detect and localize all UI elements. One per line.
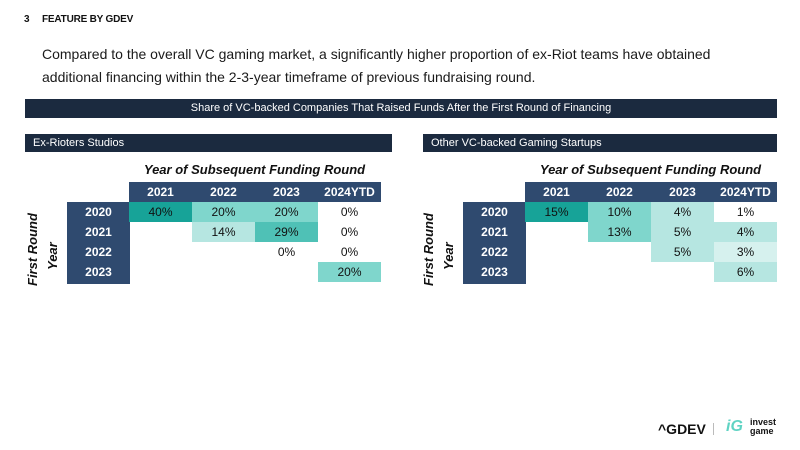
table-cell (129, 242, 192, 262)
table-cell: 3% (714, 242, 777, 262)
column-header: 2021 (129, 182, 192, 202)
table-cell: 10% (588, 202, 651, 222)
table-cell (129, 262, 192, 282)
row-axis-title: First Round (25, 213, 40, 286)
table-cell: 20% (255, 202, 318, 222)
column-header: 2024YTD (318, 182, 381, 202)
table-cell: 5% (651, 242, 714, 262)
column-header: 2023 (651, 182, 714, 202)
logo-divider (713, 423, 714, 435)
table-cell: 29% (255, 222, 318, 242)
table-cell: 15% (525, 202, 588, 222)
table-cell (588, 242, 651, 262)
logo-line: game (750, 426, 774, 436)
row-header: 2020 (463, 202, 526, 222)
column-header: 2023 (255, 182, 318, 202)
table-cell: 0% (277, 245, 296, 259)
table-cell (588, 262, 651, 282)
column-axis-title: Year of Subsequent Funding Round (539, 162, 762, 177)
section-label: FEATURE BY GDEV (42, 14, 134, 25)
table-cell (525, 222, 588, 242)
column-header: 2021 (525, 182, 588, 202)
row-header: 2022 (463, 242, 526, 262)
table-cell: 0% (340, 245, 359, 259)
table-cell (525, 242, 588, 262)
column-header: 2024YTD (714, 182, 777, 202)
row-header: 2022 (67, 242, 130, 262)
table-cell (129, 222, 192, 242)
table-cell (192, 242, 255, 262)
row-header: 2020 (67, 202, 130, 222)
column-header: 2022 (192, 182, 255, 202)
table-cell: 20% (318, 262, 381, 282)
table-cell: 1% (736, 205, 755, 219)
table-cell: 14% (192, 222, 255, 242)
logo-line: invest (750, 417, 777, 427)
table-cell: 6% (714, 262, 777, 282)
column-axis-title: Year of Subsequent Funding Round (143, 162, 366, 177)
row-axis-title: First Round (421, 213, 436, 286)
table-cell: 20% (192, 202, 255, 222)
table-cell: 40% (129, 202, 192, 222)
table-cell (192, 262, 255, 282)
table-cell (651, 262, 714, 282)
table-cell (525, 262, 588, 282)
row-header: 2021 (463, 222, 526, 242)
table-cell: 13% (588, 222, 651, 242)
row-header: 2023 (463, 262, 526, 284)
invest-game-logo-mark: iG (726, 418, 743, 435)
row-axis-title: Year (45, 242, 60, 270)
gdev-logo: ^GDEV (658, 421, 706, 437)
chart-title-bar: Share of VC-backed Companies That Raised… (25, 99, 777, 118)
table-cell: 5% (651, 222, 714, 242)
table-cell: 0% (340, 225, 359, 239)
table-cell (255, 262, 318, 282)
column-header: 2022 (588, 182, 651, 202)
intro-text: Compared to the overall VC gaming market… (42, 46, 711, 85)
table-label-ex-riot: Ex-Rioters Studios (25, 134, 392, 152)
row-header: 2023 (67, 262, 130, 284)
invest-game-logo-text: invest game (750, 418, 776, 436)
table-cell: 0% (340, 205, 359, 219)
page-number: 3 (24, 14, 30, 25)
table-cell: 4% (714, 222, 777, 242)
table-cell: 4% (651, 202, 714, 222)
row-axis-title: Year (441, 242, 456, 270)
table-label-other: Other VC-backed Gaming Startups (423, 134, 777, 152)
row-header: 2021 (67, 222, 130, 242)
